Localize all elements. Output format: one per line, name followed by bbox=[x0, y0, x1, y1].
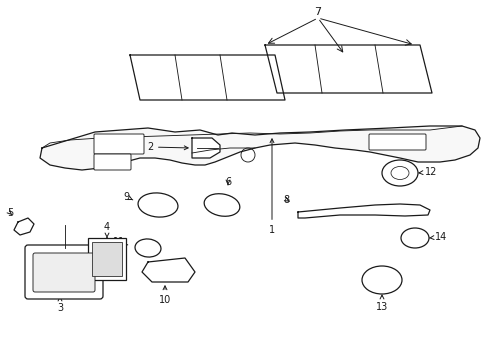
Ellipse shape bbox=[390, 166, 408, 180]
Polygon shape bbox=[297, 204, 429, 218]
Ellipse shape bbox=[138, 193, 178, 217]
Polygon shape bbox=[142, 258, 195, 282]
Polygon shape bbox=[14, 218, 34, 235]
Text: 7: 7 bbox=[314, 7, 321, 17]
Text: 1: 1 bbox=[268, 139, 274, 235]
Polygon shape bbox=[40, 126, 479, 170]
Ellipse shape bbox=[135, 239, 161, 257]
Text: 4: 4 bbox=[104, 222, 110, 238]
Polygon shape bbox=[130, 55, 285, 100]
Ellipse shape bbox=[361, 266, 401, 294]
Text: 10: 10 bbox=[159, 286, 171, 305]
FancyBboxPatch shape bbox=[94, 134, 143, 154]
Text: 8: 8 bbox=[284, 195, 289, 205]
Text: 9: 9 bbox=[123, 192, 133, 202]
FancyBboxPatch shape bbox=[368, 134, 425, 150]
Polygon shape bbox=[264, 45, 431, 93]
FancyBboxPatch shape bbox=[25, 245, 103, 299]
Polygon shape bbox=[192, 138, 220, 158]
Text: 5: 5 bbox=[7, 208, 13, 218]
Text: 2: 2 bbox=[146, 142, 188, 152]
FancyBboxPatch shape bbox=[92, 242, 122, 276]
FancyBboxPatch shape bbox=[88, 238, 126, 280]
Text: 11: 11 bbox=[113, 237, 127, 247]
Ellipse shape bbox=[204, 194, 239, 216]
Text: 13: 13 bbox=[375, 295, 387, 312]
FancyBboxPatch shape bbox=[94, 154, 131, 170]
Text: 12: 12 bbox=[418, 167, 436, 177]
Text: 6: 6 bbox=[224, 177, 231, 187]
Text: 14: 14 bbox=[428, 232, 447, 242]
FancyBboxPatch shape bbox=[33, 253, 95, 292]
Ellipse shape bbox=[381, 160, 417, 186]
Text: 3: 3 bbox=[57, 297, 63, 313]
Ellipse shape bbox=[400, 228, 428, 248]
